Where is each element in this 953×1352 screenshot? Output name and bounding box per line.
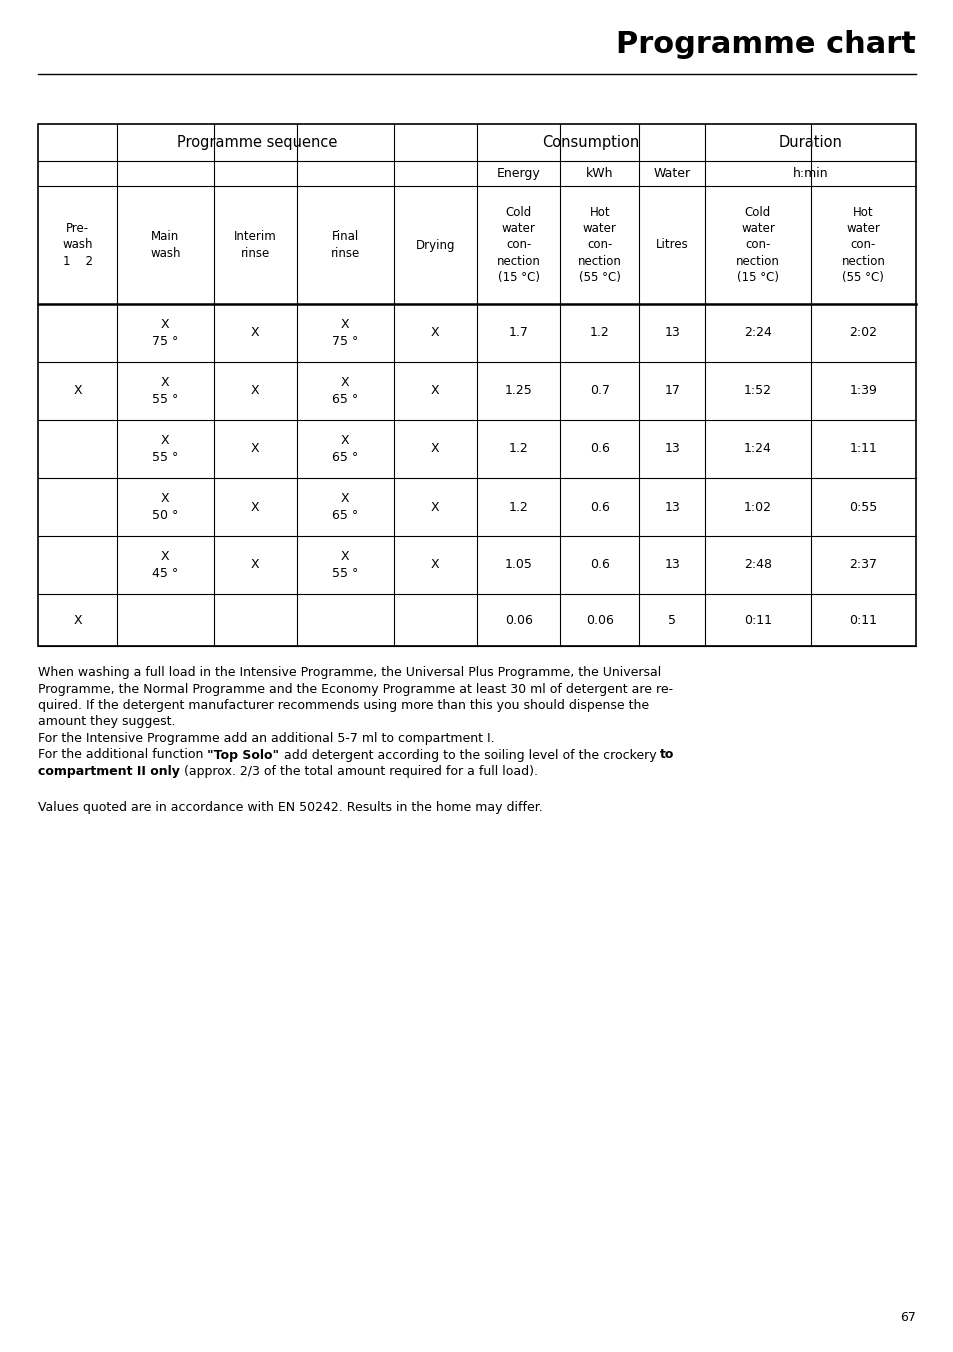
Text: X: X bbox=[251, 500, 259, 514]
Text: X
50 °: X 50 ° bbox=[152, 492, 178, 522]
Text: X: X bbox=[251, 558, 259, 572]
Text: Main
wash: Main wash bbox=[150, 230, 180, 260]
Text: 17: 17 bbox=[663, 384, 679, 397]
Text: Water: Water bbox=[653, 168, 690, 180]
Text: 1:02: 1:02 bbox=[743, 500, 771, 514]
Text: 2:24: 2:24 bbox=[743, 326, 771, 339]
Text: X: X bbox=[251, 442, 259, 456]
Text: 1:11: 1:11 bbox=[848, 442, 877, 456]
Text: Values quoted are in accordance with EN 50242. Results in the home may differ.: Values quoted are in accordance with EN … bbox=[38, 802, 542, 814]
Text: 1.05: 1.05 bbox=[504, 558, 532, 572]
Text: Duration: Duration bbox=[778, 135, 841, 150]
Text: Programme sequence: Programme sequence bbox=[177, 135, 337, 150]
Text: X: X bbox=[251, 384, 259, 397]
Text: 1.2: 1.2 bbox=[508, 500, 528, 514]
Text: X: X bbox=[431, 558, 439, 572]
Text: X: X bbox=[73, 614, 82, 626]
Text: X
75 °: X 75 ° bbox=[332, 318, 358, 347]
Text: Cold
water
con-
nection
(15 °C): Cold water con- nection (15 °C) bbox=[736, 206, 780, 284]
Text: X
65 °: X 65 ° bbox=[332, 376, 358, 406]
Text: Consumption: Consumption bbox=[542, 135, 639, 150]
Text: quired. If the detergent manufacturer recommends using more than this you should: quired. If the detergent manufacturer re… bbox=[38, 699, 648, 713]
Text: "Top Solo": "Top Solo" bbox=[207, 749, 279, 761]
Text: Cold
water
con-
nection
(15 °C): Cold water con- nection (15 °C) bbox=[497, 206, 540, 284]
Text: For the Intensive Programme add an additional 5-7 ml to compartment I.: For the Intensive Programme add an addit… bbox=[38, 731, 494, 745]
Bar bbox=[38, 124, 915, 646]
Text: 1.2: 1.2 bbox=[589, 326, 609, 339]
Text: 0.6: 0.6 bbox=[589, 500, 609, 514]
Text: 13: 13 bbox=[664, 326, 679, 339]
Text: 2:02: 2:02 bbox=[848, 326, 877, 339]
Text: When washing a full load in the Intensive Programme, the Universal Plus Programm: When washing a full load in the Intensiv… bbox=[38, 667, 660, 679]
Text: Hot
water
con-
nection
(55 °C): Hot water con- nection (55 °C) bbox=[578, 206, 621, 284]
Text: X: X bbox=[73, 384, 82, 397]
Text: (approx. 2/3 of the total amount required for a full load).: (approx. 2/3 of the total amount require… bbox=[180, 765, 537, 777]
Text: 0.06: 0.06 bbox=[504, 614, 532, 626]
Text: X: X bbox=[431, 326, 439, 339]
Text: X
65 °: X 65 ° bbox=[332, 492, 358, 522]
Text: Programme, the Normal Programme and the Economy Programme at least 30 ml of dete: Programme, the Normal Programme and the … bbox=[38, 683, 673, 695]
Text: 0:55: 0:55 bbox=[848, 500, 877, 514]
Text: Hot
water
con-
nection
(55 °C): Hot water con- nection (55 °C) bbox=[841, 206, 884, 284]
Text: kWh: kWh bbox=[585, 168, 613, 180]
Text: Programme chart: Programme chart bbox=[616, 30, 915, 59]
Text: 2:48: 2:48 bbox=[743, 558, 771, 572]
Text: Final
rinse: Final rinse bbox=[331, 230, 359, 260]
Text: 67: 67 bbox=[900, 1311, 915, 1324]
Text: For the additional function: For the additional function bbox=[38, 749, 207, 761]
Text: 0.06: 0.06 bbox=[585, 614, 613, 626]
Text: Drying: Drying bbox=[416, 238, 455, 251]
Text: add detergent according to the soiling level of the crockery: add detergent according to the soiling l… bbox=[279, 749, 659, 761]
Text: Litres: Litres bbox=[656, 238, 688, 251]
Text: 0.7: 0.7 bbox=[589, 384, 609, 397]
Text: Pre-
wash
1    2: Pre- wash 1 2 bbox=[62, 222, 92, 268]
Text: 0.6: 0.6 bbox=[589, 442, 609, 456]
Text: X
65 °: X 65 ° bbox=[332, 434, 358, 464]
Text: 1:52: 1:52 bbox=[743, 384, 771, 397]
Text: h:min: h:min bbox=[792, 168, 827, 180]
Text: amount they suggest.: amount they suggest. bbox=[38, 715, 175, 729]
Text: X: X bbox=[431, 500, 439, 514]
Text: 1.7: 1.7 bbox=[508, 326, 528, 339]
Text: 1.2: 1.2 bbox=[508, 442, 528, 456]
Text: 1:39: 1:39 bbox=[848, 384, 877, 397]
Text: Interim
rinse: Interim rinse bbox=[233, 230, 276, 260]
Text: X: X bbox=[251, 326, 259, 339]
Text: 0.6: 0.6 bbox=[589, 558, 609, 572]
Text: X
55 °: X 55 ° bbox=[152, 434, 178, 464]
Text: 1:24: 1:24 bbox=[743, 442, 771, 456]
Text: 13: 13 bbox=[664, 442, 679, 456]
Text: X
55 °: X 55 ° bbox=[332, 550, 358, 580]
Text: X
75 °: X 75 ° bbox=[152, 318, 178, 347]
Text: X: X bbox=[431, 384, 439, 397]
Text: X
55 °: X 55 ° bbox=[152, 376, 178, 406]
Text: 0:11: 0:11 bbox=[848, 614, 877, 626]
Text: 13: 13 bbox=[664, 558, 679, 572]
Text: 0:11: 0:11 bbox=[743, 614, 771, 626]
Text: compartment II only: compartment II only bbox=[38, 765, 180, 777]
Text: to: to bbox=[659, 749, 674, 761]
Text: X
45 °: X 45 ° bbox=[152, 550, 178, 580]
Text: 2:37: 2:37 bbox=[848, 558, 877, 572]
Text: 5: 5 bbox=[668, 614, 676, 626]
Text: X: X bbox=[431, 442, 439, 456]
Text: 1.25: 1.25 bbox=[504, 384, 532, 397]
Text: Energy: Energy bbox=[497, 168, 540, 180]
Text: 13: 13 bbox=[664, 500, 679, 514]
